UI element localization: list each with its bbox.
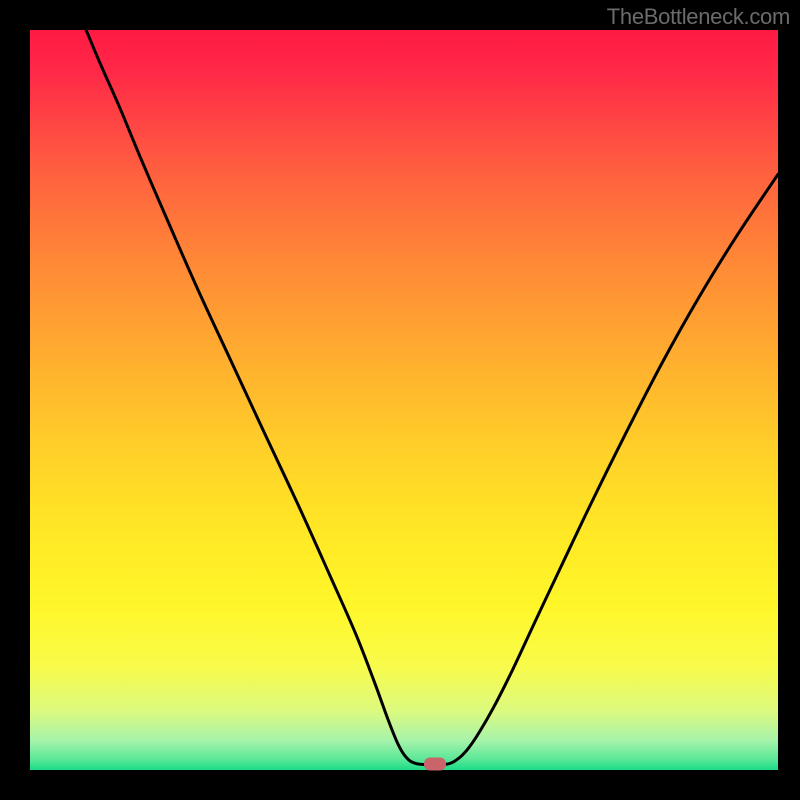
plot-area <box>30 30 778 770</box>
v-curve <box>30 30 778 770</box>
watermark-text: TheBottleneck.com <box>607 4 790 30</box>
bottleneck-marker <box>424 758 446 771</box>
